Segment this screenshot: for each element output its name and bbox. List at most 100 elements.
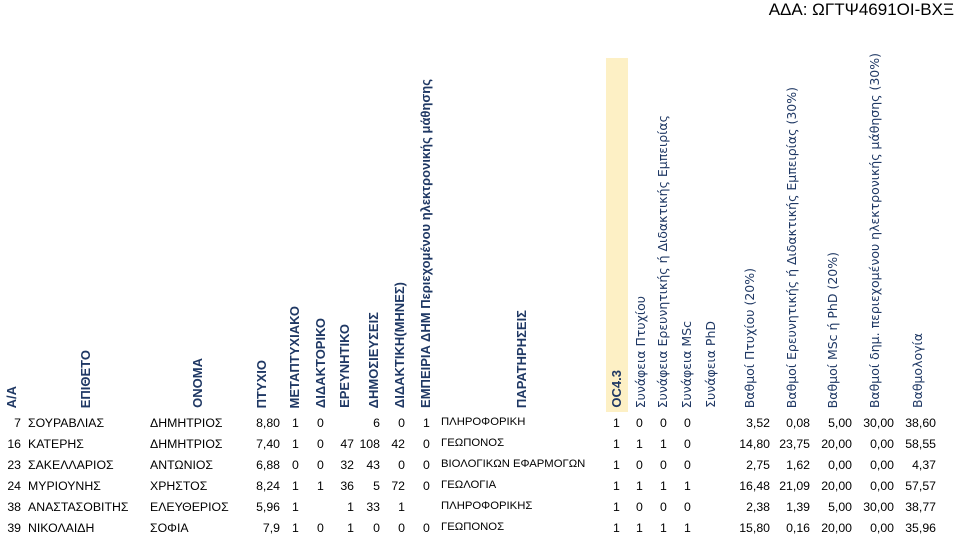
- cell-paratiriseis: ΒΙΟΛΟΓΙΚΩΝ ΕΦΑΡΜΟΓΩΝ: [441, 458, 586, 470]
- cell-v2: 23,75: [779, 437, 810, 451]
- cell-s1: 1: [613, 458, 620, 472]
- cell-dhmos: 108: [359, 437, 380, 451]
- cell-s2: 1: [636, 437, 643, 451]
- header-vathmoi-ptyxiou: Βαθμοί Πτυχίου (20%): [742, 267, 757, 408]
- cell-s4: 0: [684, 416, 691, 430]
- header-eponymo: ΕΠΙΘΕΤΟ: [78, 349, 93, 408]
- cell-empeiria: 0: [423, 458, 430, 472]
- cell-onoma: ΔΗΜΗΤΡΙΟΣ: [150, 437, 223, 451]
- cell-onoma: ΣΟΦΙΑ: [150, 521, 189, 535]
- header-onoma: ΟΝΟΜΑ: [190, 358, 205, 408]
- cell-ereun: 36: [340, 479, 354, 493]
- cell-didakt: 1: [317, 479, 324, 493]
- cell-empeiria: 1: [423, 416, 430, 430]
- cell-ereun: 47: [340, 437, 354, 451]
- cell-ptyxio: 8,24: [256, 479, 280, 493]
- cell-total: 4,37: [912, 458, 936, 472]
- cell-total: 38,60: [905, 416, 936, 430]
- cell-didakt: 0: [317, 521, 324, 535]
- table-row: 38 ΑΝΑΣΤΑΣΟΒΙΤΗΣ ΕΛΕΥΘΕΡΙΟΣ 5,96 1 1 33 …: [0, 497, 960, 519]
- cell-ereun: 1: [347, 500, 354, 514]
- cell-didakt: 0: [317, 437, 324, 451]
- table-row: 16 ΚΑΤΕΡΗΣ ΔΗΜΗΤΡΙΟΣ 7,40 1 0 47 108 42 …: [0, 434, 960, 456]
- table-row: 7 ΣΟΥΡΑΒΛΙΑΣ ΔΗΜΗΤΡΙΟΣ 8,80 1 0 6 0 1 ΠΛ…: [0, 413, 960, 435]
- cell-v4: 30,00: [863, 416, 894, 430]
- cell-s3: 1: [660, 521, 667, 535]
- cell-s1: 1: [613, 437, 620, 451]
- cell-dhmos: 5: [373, 479, 380, 493]
- header-dhmosieuseis: ΔΗΜΟΣΙΕΥΣΕΙΣ: [366, 311, 381, 408]
- cell-s1: 1: [613, 500, 620, 514]
- cell-dhmos: 33: [366, 500, 380, 514]
- cell-v2: 1,39: [786, 500, 810, 514]
- cell-v3: 20,00: [821, 521, 852, 535]
- header-ereunhtiko: ΕΡΕΥΝΗΤΙΚΟ: [337, 324, 352, 408]
- cell-paratiriseis: ΓΕΩΠΟΝΟΣ: [441, 521, 505, 533]
- cell-v2: 0,08: [786, 416, 810, 430]
- cell-didaktikh: 42: [391, 437, 405, 451]
- cell-ptyxio: 5,96: [256, 500, 280, 514]
- cell-didaktikh: 0: [398, 458, 405, 472]
- cell-metapt: 1: [292, 500, 299, 514]
- cell-s3: 0: [660, 458, 667, 472]
- cell-metapt: 1: [292, 479, 299, 493]
- cell-v4: 0,00: [870, 458, 894, 472]
- header-syn-msc: Συνάφεια MSc: [679, 320, 694, 408]
- cell-aa: 38: [7, 500, 21, 514]
- cell-eponymo: ΝΙΚΟΛΑΙΔΗ: [28, 521, 95, 535]
- cell-dhmos: 43: [366, 458, 380, 472]
- table-row: 39 ΝΙΚΟΛΑΙΔΗ ΣΟΦΙΑ 7,9 1 0 1 0 0 0 ΓΕΩΠΟ…: [0, 518, 960, 540]
- header-didaktoriko: ΔΙΔΑΚΤΟΡΙΚΟ: [313, 317, 328, 408]
- header-vathmoi-empeirias: Βαθμοί Ερευνητικής ή Διδακτικής Εμπειρία…: [784, 86, 799, 408]
- cell-v2: 0,16: [786, 521, 810, 535]
- table-row: 23 ΣΑΚΕΛΛΑΡΙΟΣ ΑΝΤΩΝΙΟΣ 6,88 0 0 32 43 0…: [0, 455, 960, 477]
- cell-s4: 0: [684, 500, 691, 514]
- cell-empeiria: 0: [423, 521, 430, 535]
- cell-didaktikh: 72: [391, 479, 405, 493]
- cell-paratiriseis: ΠΛΗΡΟΦΟΡΙΚΗ: [441, 416, 526, 428]
- header-syn-ptyxiou: Συνάφεια Πτυχίου: [633, 295, 648, 408]
- cell-eponymo: ΑΝΑΣΤΑΣΟΒΙΤΗΣ: [28, 500, 129, 514]
- cell-aa: 39: [7, 521, 21, 535]
- cell-dhmos: 6: [373, 416, 380, 430]
- cell-aa: 23: [7, 458, 21, 472]
- cell-metapt: 1: [292, 437, 299, 451]
- cell-ptyxio: 7,9: [262, 521, 280, 535]
- cell-v4: 0,00: [870, 437, 894, 451]
- header-vathmologia: Βαθμολογία: [910, 333, 925, 408]
- cell-eponymo: ΜΥΡΙΟΥΝΗΣ: [28, 479, 101, 493]
- cell-v1: 3,52: [746, 416, 770, 430]
- cell-v3: 5,00: [828, 416, 852, 430]
- cell-ptyxio: 7,40: [256, 437, 280, 451]
- cell-s3: 0: [660, 416, 667, 430]
- cell-didakt: 0: [317, 458, 324, 472]
- header-vathmoi-msc-phd: Βαθμοί MSc ή PhD (20%): [825, 251, 840, 408]
- cell-v4: 0,00: [870, 521, 894, 535]
- cell-s3: 0: [660, 500, 667, 514]
- cell-onoma: ΑΝΤΩΝΙΟΣ: [150, 458, 214, 472]
- cell-s2: 1: [636, 479, 643, 493]
- cell-ereun: 1: [347, 521, 354, 535]
- cell-aa: 24: [7, 479, 21, 493]
- cell-eponymo: ΣΟΥΡΑΒΛΙΑΣ: [28, 416, 105, 430]
- header-oc: OC4.3: [609, 370, 624, 408]
- cell-dhmos: 0: [373, 521, 380, 535]
- cell-v3: 0,00: [828, 458, 852, 472]
- cell-s3: 1: [660, 437, 667, 451]
- oc-column-highlight: [606, 58, 628, 412]
- header-paratiriseis: ΠΑΡΑΤΗΡΗΣΕΙΣ: [514, 309, 529, 408]
- cell-eponymo: ΚΑΤΕΡΗΣ: [28, 437, 84, 451]
- cell-ptyxio: 6,88: [256, 458, 280, 472]
- cell-v1: 16,48: [739, 479, 770, 493]
- cell-total: 58,55: [905, 437, 936, 451]
- cell-metapt: 1: [292, 416, 299, 430]
- header-vathmoi-dhm: Βαθμοί δημ. περιεχομένου ηλεκτρονικής μά…: [867, 52, 882, 408]
- cell-didaktikh: 0: [398, 521, 405, 535]
- cell-v2: 21,09: [779, 479, 810, 493]
- cell-v1: 2,38: [746, 500, 770, 514]
- cell-aa: 16: [7, 437, 21, 451]
- cell-total: 35,96: [905, 521, 936, 535]
- header-ptyxio: ΠΤΥΧΙΟ: [254, 359, 269, 408]
- cell-didaktikh: 0: [398, 416, 405, 430]
- cell-metapt: 1: [292, 521, 299, 535]
